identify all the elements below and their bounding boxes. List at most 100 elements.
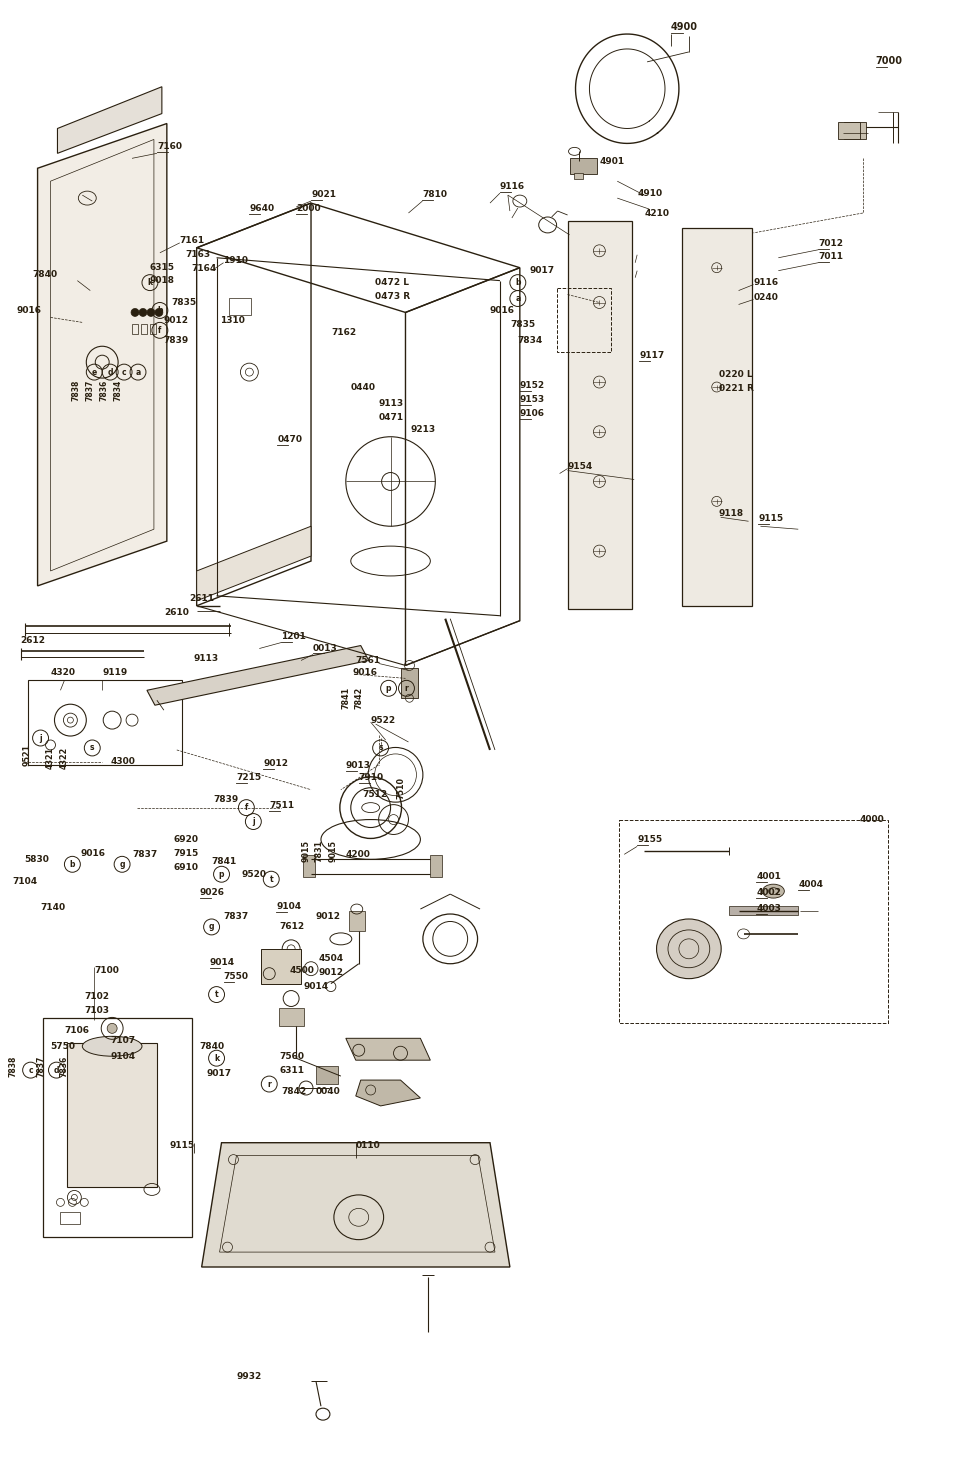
Text: 7612: 7612 — [279, 922, 305, 932]
Text: 0470: 0470 — [277, 434, 302, 443]
Text: b: b — [515, 279, 520, 288]
Bar — [838, 122, 859, 139]
Text: e: e — [92, 368, 97, 376]
Text: 0220 L: 0220 L — [718, 369, 753, 378]
Text: 4200: 4200 — [346, 849, 370, 860]
Text: 1201: 1201 — [281, 631, 306, 640]
Text: 7012: 7012 — [818, 239, 843, 247]
Text: 7837: 7837 — [86, 379, 95, 400]
Text: 9522: 9522 — [370, 716, 396, 725]
Bar — [150, 325, 156, 335]
Text: 7835: 7835 — [172, 298, 197, 307]
Bar — [573, 173, 583, 179]
Text: 4210: 4210 — [644, 209, 669, 218]
Polygon shape — [202, 1143, 510, 1267]
Text: 9013: 9013 — [346, 760, 370, 769]
Text: 9017: 9017 — [530, 267, 555, 276]
Text: 2611: 2611 — [190, 594, 215, 603]
Text: k: k — [147, 279, 153, 288]
Text: 9014: 9014 — [303, 983, 328, 991]
Bar — [132, 325, 138, 335]
Text: 4321: 4321 — [46, 747, 55, 769]
Text: g: g — [209, 922, 215, 932]
Text: 4500: 4500 — [289, 966, 314, 975]
Text: j: j — [39, 734, 42, 742]
Text: j: j — [252, 817, 255, 825]
Text: 7162: 7162 — [331, 328, 356, 336]
Text: 4901: 4901 — [600, 157, 624, 166]
Text: 7161: 7161 — [179, 236, 205, 246]
Circle shape — [155, 308, 163, 317]
Text: a: a — [515, 293, 520, 302]
Text: t: t — [215, 990, 219, 999]
Text: 9115: 9115 — [170, 1141, 195, 1150]
Polygon shape — [37, 123, 167, 585]
Text: d: d — [108, 368, 113, 376]
Text: 7840: 7840 — [200, 1042, 224, 1051]
Polygon shape — [147, 646, 368, 705]
Text: 4900: 4900 — [671, 22, 698, 33]
Text: 5830: 5830 — [24, 855, 50, 864]
Text: 9117: 9117 — [639, 351, 664, 360]
Text: 7560: 7560 — [279, 1052, 304, 1061]
Text: 4504: 4504 — [318, 954, 344, 963]
Circle shape — [139, 308, 147, 317]
Text: 7915: 7915 — [173, 849, 199, 858]
Text: 7910: 7910 — [359, 772, 384, 782]
Text: 9116: 9116 — [754, 279, 779, 288]
Text: 7561: 7561 — [356, 657, 381, 665]
Text: 0471: 0471 — [378, 413, 404, 422]
Text: 7106: 7106 — [65, 1026, 89, 1034]
Text: 0040: 0040 — [316, 1088, 341, 1097]
Text: 7810: 7810 — [422, 190, 448, 199]
Bar — [844, 122, 866, 139]
Text: 9016: 9016 — [353, 668, 377, 677]
Text: 5750: 5750 — [51, 1042, 75, 1051]
Text: 0221 R: 0221 R — [718, 384, 754, 393]
Text: 7834: 7834 — [114, 379, 122, 400]
Text: f: f — [158, 326, 162, 335]
Bar — [303, 855, 315, 877]
Text: 4004: 4004 — [799, 880, 823, 889]
Text: 7836: 7836 — [60, 1055, 69, 1077]
Text: 4001: 4001 — [757, 873, 781, 882]
Ellipse shape — [762, 885, 784, 898]
Text: 9012: 9012 — [164, 316, 189, 325]
Polygon shape — [346, 1039, 430, 1060]
Text: 9012: 9012 — [318, 968, 344, 977]
Text: 9113: 9113 — [194, 654, 219, 662]
Polygon shape — [68, 1043, 157, 1187]
Text: 9115: 9115 — [759, 514, 784, 523]
Text: 9104: 9104 — [110, 1052, 135, 1061]
Text: r: r — [405, 683, 409, 692]
Text: 9155: 9155 — [637, 836, 662, 845]
Polygon shape — [58, 87, 162, 153]
Text: 7510: 7510 — [396, 777, 405, 799]
Text: 7836: 7836 — [100, 379, 109, 400]
Bar — [262, 948, 301, 984]
Text: 7842: 7842 — [281, 1088, 307, 1097]
Circle shape — [131, 308, 139, 317]
Text: 7841: 7841 — [212, 857, 237, 865]
Text: 9015: 9015 — [302, 840, 311, 863]
Text: 2610: 2610 — [164, 608, 189, 617]
Bar — [229, 298, 251, 316]
Bar — [141, 325, 147, 335]
Text: s: s — [378, 744, 383, 753]
Text: 7839: 7839 — [164, 336, 189, 345]
Text: p: p — [219, 870, 224, 879]
Text: 9153: 9153 — [519, 394, 545, 405]
Bar — [557, 288, 612, 353]
Bar — [567, 221, 632, 609]
Text: g: g — [120, 860, 124, 868]
Text: 7103: 7103 — [84, 1006, 110, 1015]
Text: 4002: 4002 — [757, 888, 781, 897]
Text: c: c — [122, 368, 126, 376]
Text: c: c — [28, 1066, 33, 1074]
Text: f: f — [245, 803, 248, 812]
Text: 9016: 9016 — [80, 849, 105, 858]
Text: 7839: 7839 — [214, 796, 239, 805]
Text: 7160: 7160 — [157, 142, 182, 151]
Bar — [316, 1066, 338, 1083]
Text: 2000: 2000 — [296, 205, 320, 213]
